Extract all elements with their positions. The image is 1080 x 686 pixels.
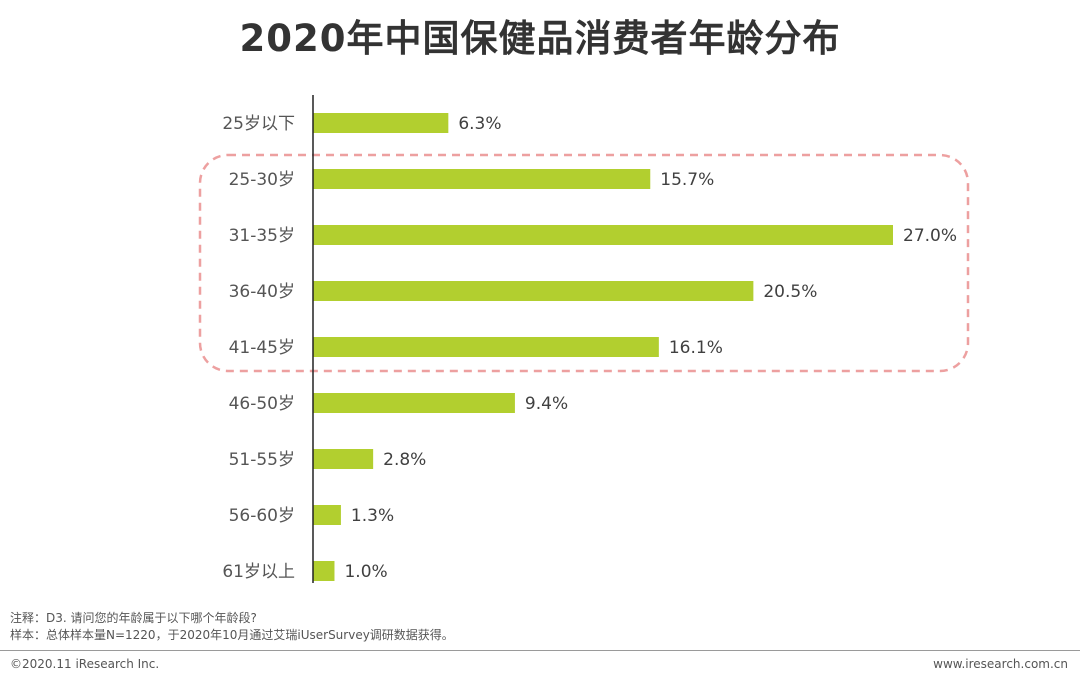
category-label-0: 25岁以下 xyxy=(222,114,295,134)
category-label-6: 51-55岁 xyxy=(229,450,295,470)
category-label-2: 31-35岁 xyxy=(229,226,295,246)
notes: 注释：D3. 请问您的年龄属于以下哪个年龄段? 样本：总体样本量N=1220，于… xyxy=(10,610,454,644)
bar-chart: 25岁以下 6.3% 25-30岁 15.7% 31-35岁 27.0% 36-40岁 20.… xyxy=(198,95,970,583)
category-label-3: 36-40岁 xyxy=(229,282,295,302)
value-label-6: 2.8% xyxy=(383,450,426,470)
value-label-4: 16.1% xyxy=(669,338,723,358)
highlight-box xyxy=(198,153,970,373)
category-label-4: 41-45岁 xyxy=(229,338,295,358)
category-label-5: 46-50岁 xyxy=(229,394,295,414)
value-label-7: 1.3% xyxy=(351,506,394,526)
bar-6 xyxy=(313,449,374,469)
value-label-0: 6.3% xyxy=(458,114,501,134)
category-label-7: 56-60岁 xyxy=(229,506,295,526)
bar-7 xyxy=(313,505,341,525)
value-label-3: 20.5% xyxy=(763,282,817,302)
bar-5 xyxy=(313,393,515,413)
bar-1 xyxy=(313,169,651,189)
bar-2 xyxy=(313,225,893,245)
note-question: 注释：D3. 请问您的年龄属于以下哪个年龄段? xyxy=(10,611,257,625)
bar-4 xyxy=(313,337,659,357)
value-label-5: 9.4% xyxy=(525,394,568,414)
footer-copyright: ©2020.11 iResearch Inc. xyxy=(10,657,160,671)
value-label-2: 27.0% xyxy=(903,226,957,246)
category-label-8: 61岁以上 xyxy=(222,562,295,582)
bar-3 xyxy=(313,281,754,301)
category-label-1: 25-30岁 xyxy=(229,170,295,190)
bar-0 xyxy=(313,113,449,133)
value-label-1: 15.7% xyxy=(660,170,714,190)
bar-8 xyxy=(313,561,335,581)
note-sample: 样本：总体样本量N=1220，于2020年10月通过艾瑞iUserSurvey调… xyxy=(10,628,454,642)
value-label-8: 1.0% xyxy=(344,562,387,582)
chart-title: 2020年中国保健品消费者年龄分布 xyxy=(239,17,841,60)
footer-website: www.iresearch.com.cn xyxy=(933,657,1068,671)
footer-divider xyxy=(0,650,1080,651)
